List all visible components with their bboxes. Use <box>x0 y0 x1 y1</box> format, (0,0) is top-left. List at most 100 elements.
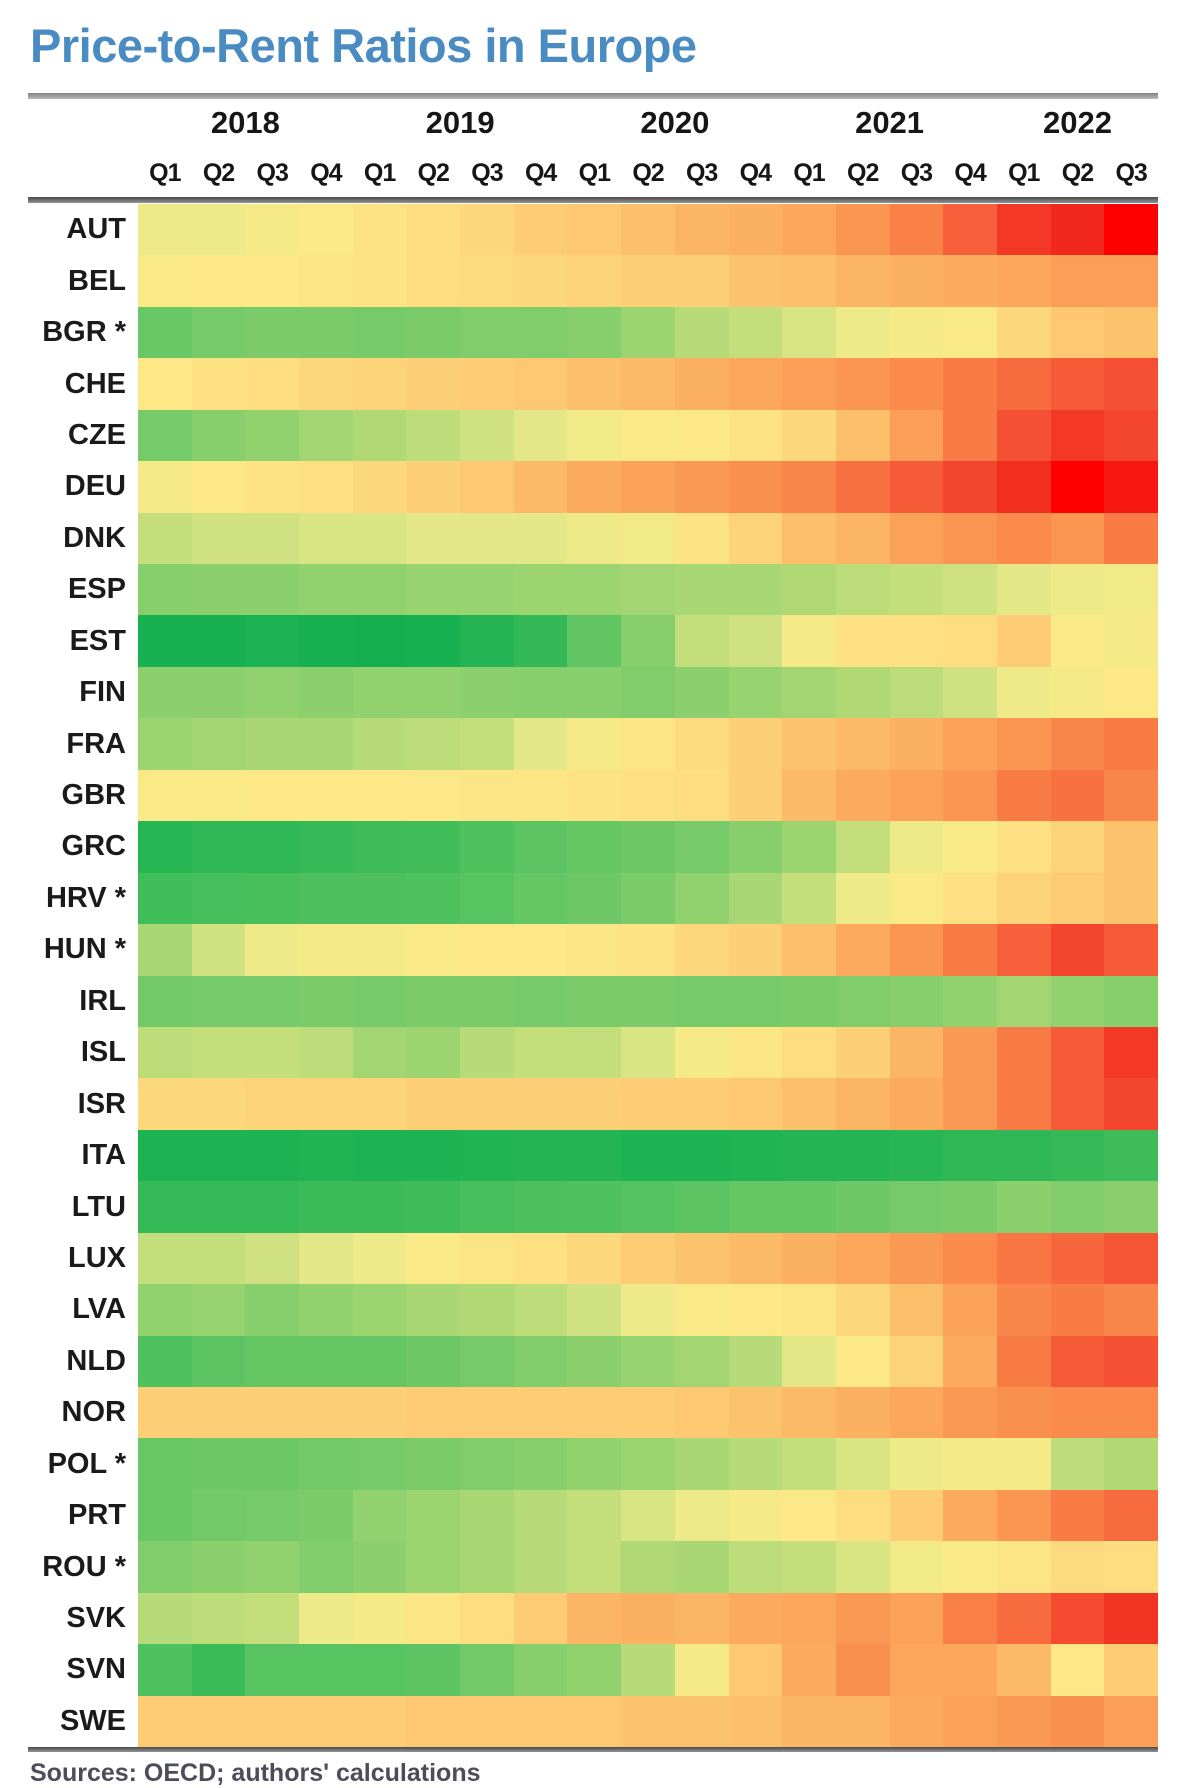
heatmap-cell <box>138 1644 192 1696</box>
heatmap-cell <box>245 1129 300 1182</box>
heatmap-cell <box>728 975 783 1027</box>
heatmap-cell <box>728 1695 783 1747</box>
heatmap-cell <box>567 461 622 513</box>
heatmap-cell <box>943 1129 997 1182</box>
heatmap-cell <box>1104 1078 1158 1130</box>
heatmap-cell <box>352 666 407 719</box>
heatmap-cell <box>782 1592 836 1645</box>
heatmap-cell <box>513 1284 568 1336</box>
heatmap-cell <box>352 306 407 359</box>
heatmap-cell <box>460 1335 514 1387</box>
heatmap-cell <box>245 924 300 976</box>
heatmap-cell <box>996 1592 1051 1645</box>
heatmap-cell <box>460 1181 514 1233</box>
heatmap-cell <box>138 512 192 565</box>
quarter-label: Q1 <box>1008 159 1040 187</box>
heatmap-cell <box>835 872 890 925</box>
heatmap-cell <box>621 1541 675 1593</box>
heatmap-cell <box>406 718 461 770</box>
heatmap-cell <box>138 1592 192 1645</box>
heatmap-cell <box>245 1386 300 1439</box>
heatmap-cell <box>621 1078 675 1130</box>
heatmap-cell <box>513 1026 568 1079</box>
heatmap-cell <box>460 1438 514 1490</box>
heatmap-cell <box>889 1284 944 1336</box>
heatmap-cell <box>728 1541 783 1593</box>
heatmap-cell <box>406 1541 461 1593</box>
heatmap-cell <box>191 1438 246 1490</box>
row-label-lux: LUX <box>68 1241 126 1274</box>
heatmap-cell <box>567 1078 622 1130</box>
heatmap-cell <box>567 1592 622 1645</box>
heatmap-cell <box>245 306 300 359</box>
heatmap-cell <box>191 409 246 462</box>
heatmap-cell <box>352 1438 407 1490</box>
heatmap-cell <box>567 1438 622 1490</box>
heatmap-cell <box>567 409 622 462</box>
heatmap-cell <box>1050 924 1105 976</box>
heatmap-cell <box>567 872 622 925</box>
heatmap-cell <box>191 1592 246 1645</box>
heatmap-cell <box>299 1129 353 1182</box>
heatmap-cell <box>889 255 944 307</box>
row-label-irl: IRL <box>79 984 126 1017</box>
row-label-fra: FRA <box>66 727 126 760</box>
heatmap-cell <box>996 769 1051 822</box>
heatmap-cell <box>889 461 944 513</box>
heatmap-cell <box>782 821 836 873</box>
quarter-label: Q1 <box>149 159 181 187</box>
heatmap-cell <box>728 924 783 976</box>
heatmap-cell <box>621 615 675 667</box>
heatmap-cell <box>782 769 836 822</box>
heatmap-cell <box>728 306 783 359</box>
heatmap-cell <box>835 666 890 719</box>
heatmap-cell <box>782 461 836 513</box>
heatmap-cell <box>299 1489 353 1542</box>
heatmap-cell <box>996 409 1051 462</box>
heatmap-cell <box>782 1026 836 1079</box>
quarter-label: Q2 <box>202 159 235 187</box>
row-label-hun: HUN * <box>43 933 126 966</box>
heatmap-cell <box>1050 1026 1105 1079</box>
heatmap-cell <box>621 1592 675 1645</box>
heatmap-cell <box>996 1026 1051 1079</box>
heatmap-cell <box>621 1438 675 1490</box>
heatmap-cell <box>1050 1181 1105 1233</box>
heatmap-cell <box>835 1129 890 1182</box>
heatmap-cell <box>621 924 675 976</box>
heatmap-cell <box>943 1026 997 1079</box>
heatmap-cell <box>567 769 622 822</box>
heatmap-cell <box>460 306 514 359</box>
heatmap-cell <box>1104 1129 1158 1182</box>
heatmap-cell <box>460 1284 514 1336</box>
heatmap-cell <box>621 204 675 256</box>
heatmap-cell <box>138 409 192 462</box>
heatmap-cell <box>191 461 246 513</box>
heatmap-cell <box>996 1438 1051 1490</box>
year-header-row: 2018 2019 2020 2021 2022 <box>138 103 1158 143</box>
heatmap-cell <box>513 1438 568 1490</box>
heatmap-cell <box>352 461 407 513</box>
heatmap-cell <box>191 975 246 1027</box>
heatmap-cell <box>889 1386 944 1439</box>
quarter-label: Q4 <box>739 159 772 187</box>
heatmap-cell <box>191 512 246 565</box>
heatmap-cell <box>138 872 192 925</box>
heatmap-cell <box>943 975 997 1027</box>
heatmap-cell <box>943 306 997 359</box>
heatmap-cell <box>191 564 246 616</box>
heatmap-cell <box>352 1489 407 1542</box>
heatmap-cell <box>138 666 192 719</box>
heatmap-cell <box>1104 255 1158 307</box>
heatmap-cell <box>1104 204 1158 256</box>
heatmap-cell <box>406 821 461 873</box>
heatmap-cell <box>782 1695 836 1747</box>
heatmap-cell <box>460 1129 514 1182</box>
quarter-label: Q1 <box>578 159 611 187</box>
heatmap-cell <box>245 1541 300 1593</box>
heatmap-cell <box>245 1438 300 1490</box>
quarter-label: Q1 <box>793 159 825 187</box>
heatmap-cell <box>513 358 568 410</box>
heatmap-cell <box>567 615 622 667</box>
